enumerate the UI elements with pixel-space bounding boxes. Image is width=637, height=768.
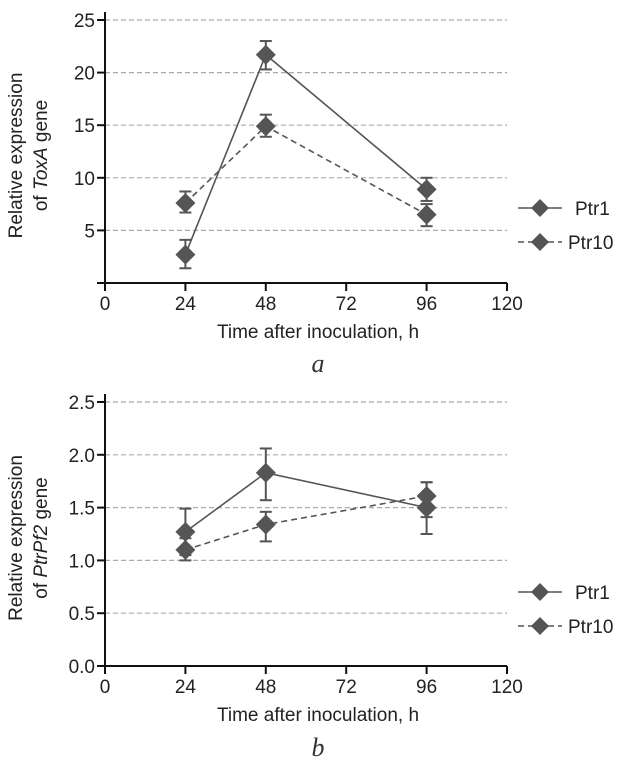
x-tick-label: 96	[416, 677, 437, 698]
series-line-ptr10	[185, 495, 427, 551]
x-axis-title: Time after inoculation, h	[217, 322, 419, 343]
x-tick-label: 72	[336, 294, 357, 315]
legend-marker-ptr10	[531, 617, 549, 635]
y-axis-gene-name: PtrPf2	[31, 524, 52, 577]
y-axis-gene-name: ToxA	[31, 147, 52, 190]
y-axis-title-line2: of PtrPf2 gene	[31, 477, 52, 598]
legend-label-ptr10: Ptr10	[568, 233, 613, 254]
x-axis-title: Time after inoculation, h	[217, 705, 419, 726]
data-point-ptr10	[175, 539, 196, 560]
x-tick-label: 96	[416, 294, 437, 315]
y-tick-label: 20	[74, 64, 95, 85]
panel-label: a	[312, 349, 325, 378]
x-tick-label: 24	[175, 677, 197, 698]
y-axis-title-suffix: gene	[31, 100, 52, 148]
y-tick-label: 25	[74, 11, 95, 32]
data-point-ptr1	[175, 521, 196, 542]
data-point-ptr1	[255, 44, 276, 65]
y-tick-label: 1.0	[69, 551, 95, 572]
y-axis-title-suffix: gene	[31, 477, 52, 525]
x-tick-label: 0	[100, 677, 111, 698]
legend-label-ptr1: Ptr1	[575, 199, 610, 220]
legend-marker-ptr1	[531, 583, 549, 601]
legend-marker-ptr10	[531, 233, 549, 251]
y-tick-label: 0.0	[69, 657, 95, 678]
x-tick-label: 72	[336, 677, 357, 698]
chart-panel-b: 0 24 48 72 96 120 0.0 0.5 1.0 1.5 2.0 2.5 Time after…	[6, 393, 613, 762]
x-tick-label: 48	[255, 677, 276, 698]
y-axis-title-line1: Relative expression	[6, 455, 27, 621]
y-axis-title-prefix: of	[31, 190, 52, 211]
x-tick-label: 0	[100, 294, 111, 315]
y-tick-label: 2.5	[69, 393, 95, 414]
y-tick-label: 10	[74, 169, 95, 190]
data-point-ptr10	[416, 204, 437, 225]
x-tick-label: 120	[491, 677, 523, 698]
y-axis-title-prefix: of	[31, 578, 52, 599]
data-point-ptr10	[255, 514, 276, 535]
panel-label: b	[312, 733, 325, 762]
y-tick-label: 5	[84, 221, 95, 242]
legend-label-ptr10: Ptr10	[568, 617, 613, 638]
y-tick-label: 15	[74, 116, 95, 137]
x-tick-label: 48	[255, 294, 276, 315]
data-point-ptr1	[255, 462, 276, 483]
chart-panel-a: 0 24 48 72 96 120 5 10 15 20 25 Time after inoculat…	[6, 11, 613, 378]
data-point-ptr10	[175, 193, 196, 214]
data-point-ptr1	[416, 179, 437, 200]
legend-marker-ptr1	[531, 199, 549, 217]
legend-label-ptr1: Ptr1	[575, 583, 610, 604]
series-line-ptr10	[184, 125, 427, 216]
data-point-ptr10	[416, 485, 437, 506]
y-tick-label: 2.0	[69, 446, 95, 467]
y-tick-label: 1.5	[69, 499, 95, 520]
x-tick-label: 120	[491, 294, 523, 315]
y-axis-title-line1: Relative expression	[6, 73, 27, 239]
series-line-ptr1	[184, 53, 428, 255]
data-point-ptr1	[175, 244, 196, 265]
data-point-ptr10	[255, 116, 276, 137]
y-axis-title-line2: of ToxA gene	[31, 100, 52, 211]
y-tick-label: 0.5	[69, 604, 95, 625]
x-tick-label: 24	[175, 294, 197, 315]
